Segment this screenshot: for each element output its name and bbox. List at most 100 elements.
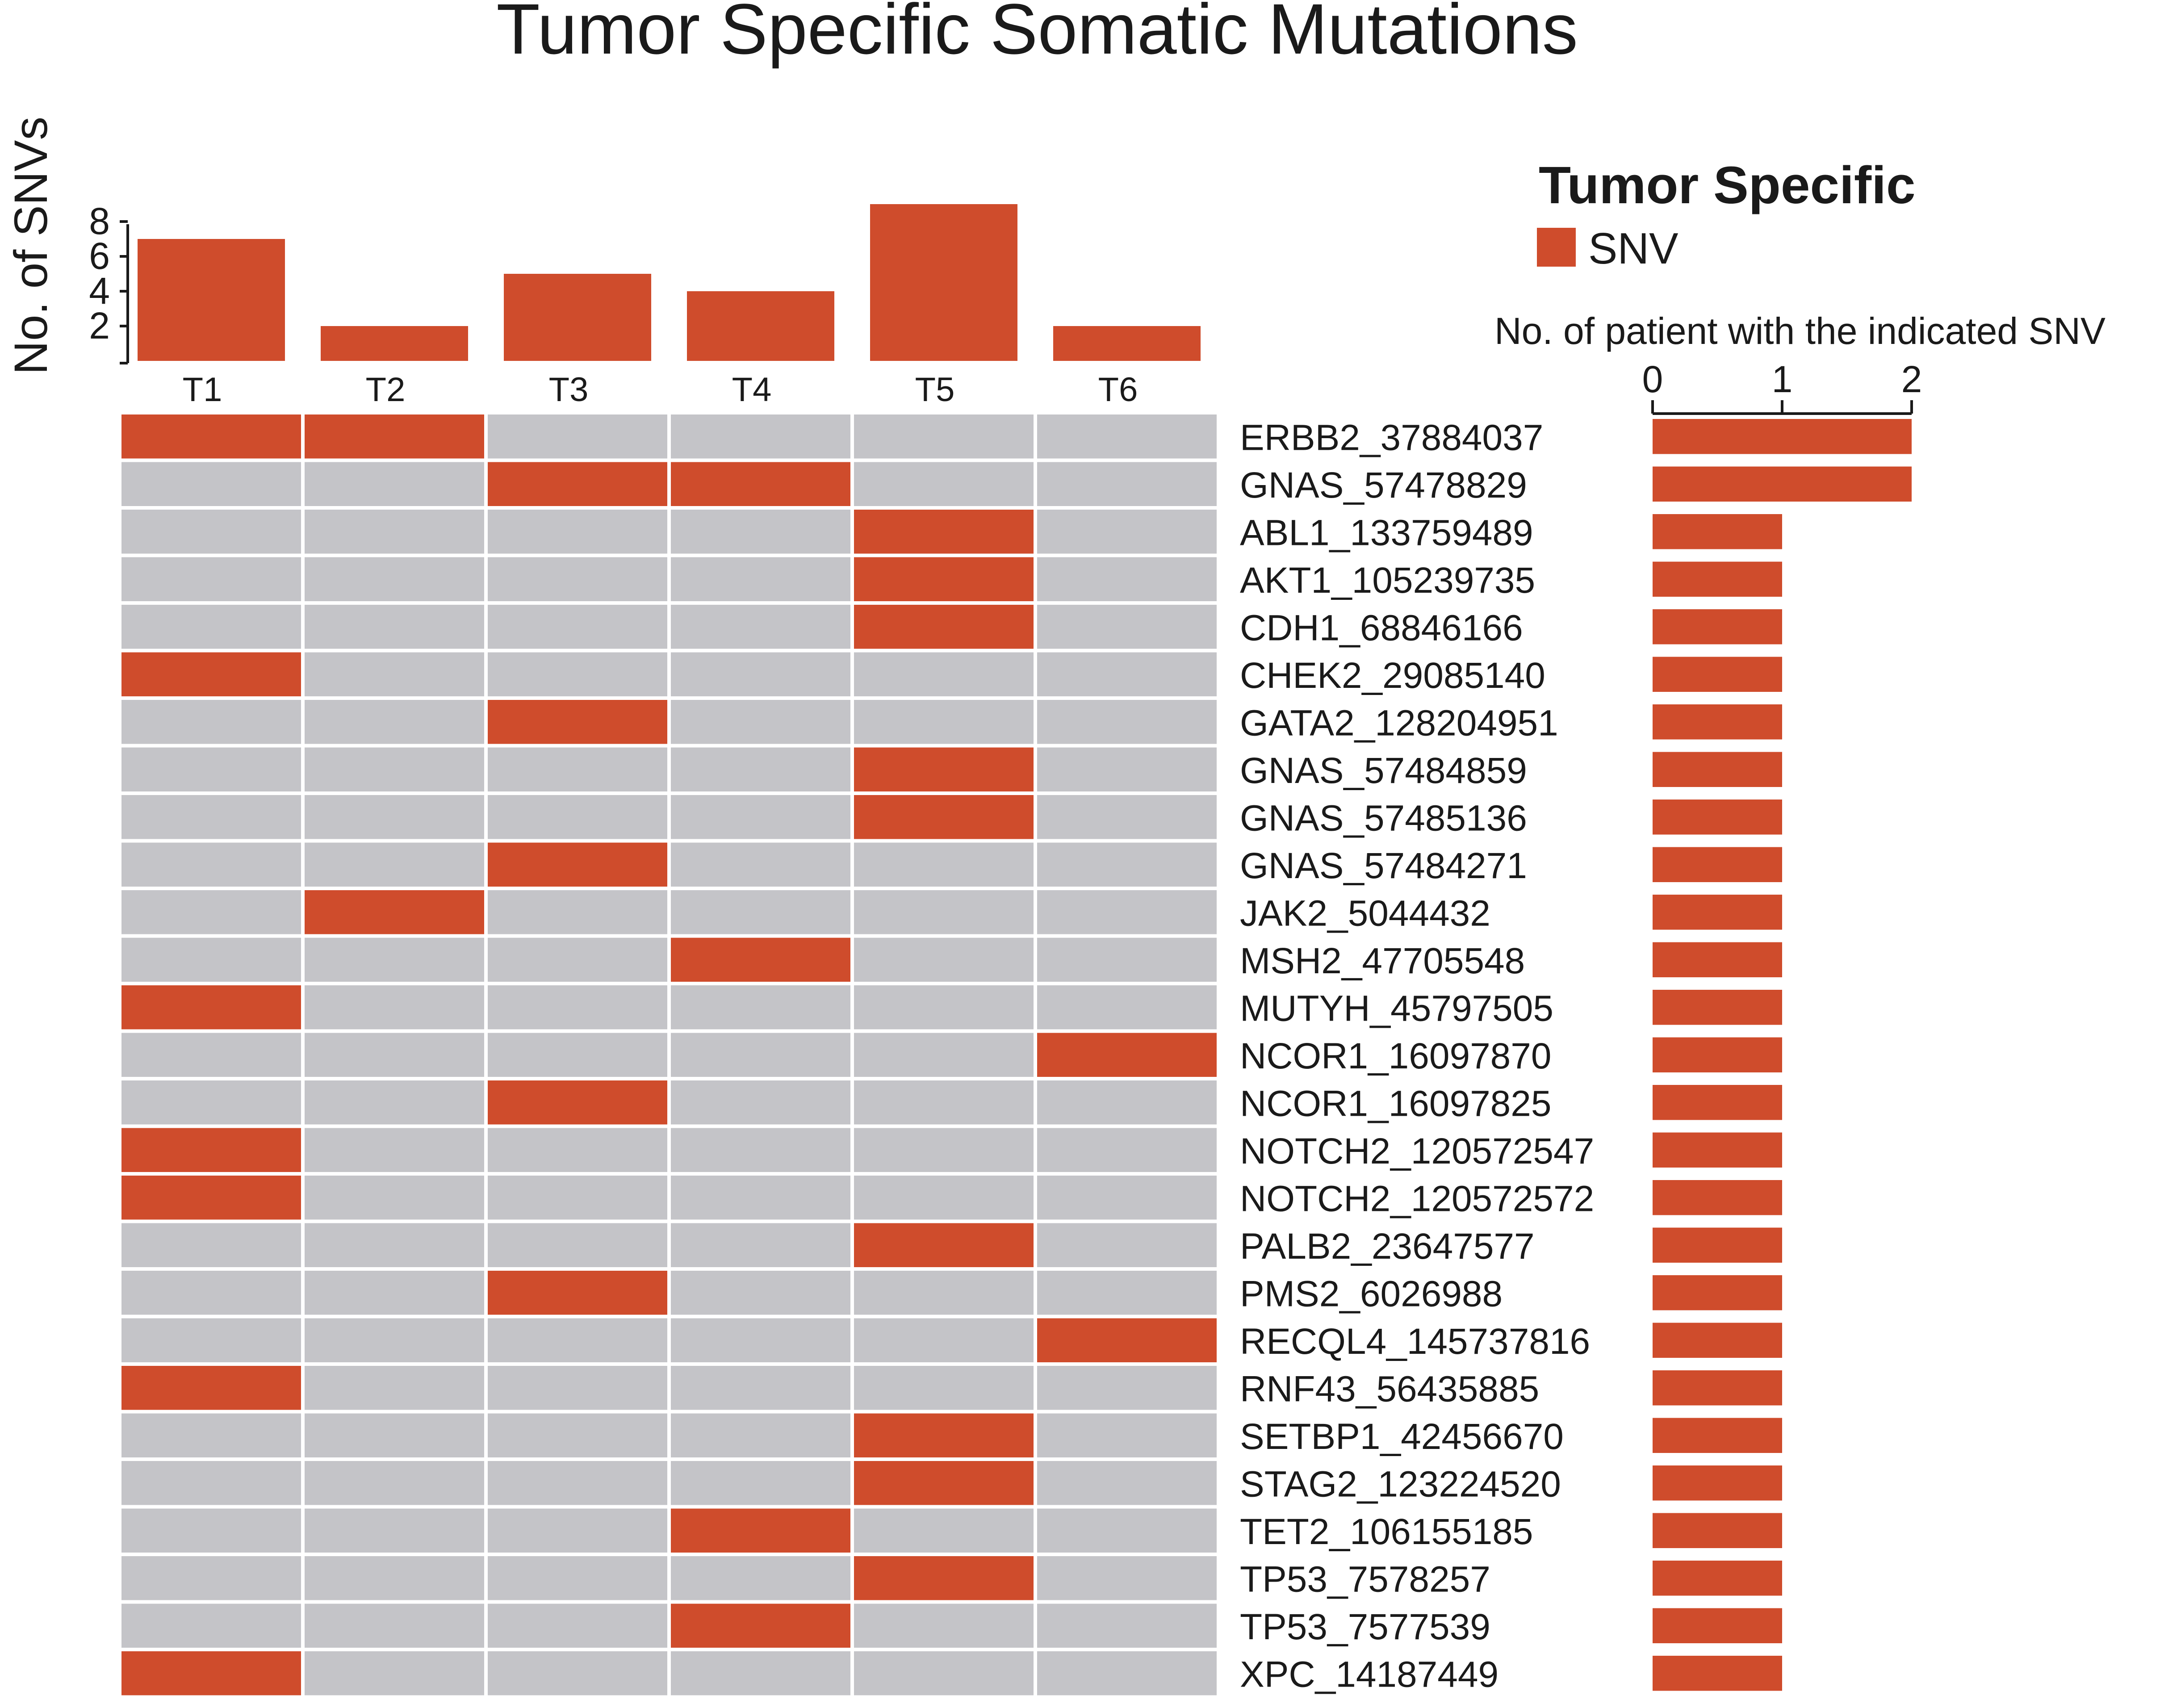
heatmap-cell — [1037, 795, 1217, 839]
x-tick-label: T1 — [183, 371, 222, 409]
row-label: GNAS_57484859 — [1240, 750, 1527, 791]
heatmap-cell-mutated — [488, 1080, 667, 1125]
row-label: MSH2_47705548 — [1240, 941, 1525, 981]
patients-bar-chart: 0 1 2 — [1642, 358, 1922, 1691]
heatmap-cell-mutated — [854, 510, 1034, 554]
heatmap-cell — [121, 795, 301, 839]
heatmap-cell — [671, 1651, 850, 1695]
row-label: CDH1_68846166 — [1240, 607, 1523, 648]
heatmap-cell — [854, 1271, 1034, 1315]
heatmap-cell-mutated — [121, 1366, 301, 1410]
heatmap-cell — [1037, 1128, 1217, 1172]
y-tick-label: 8 — [89, 200, 110, 242]
heatmap-cell — [854, 938, 1034, 982]
heatmap-cell — [671, 414, 850, 459]
heatmap-cell — [488, 985, 667, 1030]
row-label: ABL1_133759489 — [1240, 512, 1533, 553]
heatmap-cell — [671, 1176, 850, 1220]
y-axis-label: No. of SNVs — [5, 117, 57, 375]
heatmap-cell — [1037, 700, 1217, 744]
heatmap-cell — [488, 1603, 667, 1648]
patients-bar — [1653, 942, 1782, 977]
heatmap-cell — [305, 747, 484, 791]
heatmap-cell — [671, 1271, 850, 1315]
heatmap-cell — [854, 652, 1034, 696]
snv-count-bar — [321, 326, 468, 361]
row-label: NOTCH2_120572547 — [1240, 1131, 1594, 1172]
heatmap-cell — [488, 1651, 667, 1695]
heatmap-cell — [671, 1556, 850, 1600]
patients-bar — [1653, 990, 1782, 1025]
heatmap-cell — [488, 1508, 667, 1553]
heatmap-cell — [854, 1603, 1034, 1648]
heatmap-cell-mutated — [121, 652, 301, 696]
heatmap-cell — [305, 938, 484, 982]
heatmap-cell — [671, 1223, 850, 1267]
patients-bar — [1653, 1561, 1782, 1596]
y-tick-label: 6 — [89, 235, 110, 277]
patients-bar — [1653, 1418, 1782, 1453]
heatmap-cell — [305, 605, 484, 649]
legend-swatch — [1537, 228, 1576, 267]
heatmap-cell — [671, 795, 850, 839]
heatmap-cell — [1037, 1461, 1217, 1505]
snv-count-bar — [687, 291, 834, 361]
heatmap-cell-mutated — [488, 462, 667, 506]
row-label: RECQL4_145737816 — [1240, 1321, 1590, 1362]
patients-bar — [1653, 466, 1912, 502]
row-label: PALB2_23647577 — [1240, 1226, 1535, 1267]
heatmap-cell — [305, 985, 484, 1030]
heatmap-cell — [854, 414, 1034, 459]
heatmap-cell — [121, 605, 301, 649]
row-label: JAK2_5044432 — [1240, 893, 1490, 934]
row-label: GATA2_128204951 — [1240, 703, 1558, 743]
heatmap-cell-mutated — [305, 414, 484, 459]
heatmap-cell — [305, 1176, 484, 1220]
row-label: TP53_7577539 — [1240, 1607, 1490, 1647]
heatmap-cell — [121, 1556, 301, 1600]
x-tick-label: T6 — [1098, 371, 1138, 409]
heatmap-cell — [488, 1033, 667, 1077]
heatmap-cell — [305, 1556, 484, 1600]
heatmap-cell — [671, 510, 850, 554]
legend-label: SNV — [1588, 224, 1678, 273]
heatmap-cell — [121, 462, 301, 506]
patients-bar — [1653, 847, 1782, 882]
heatmap-cell-mutated — [671, 1508, 850, 1553]
row-label: GNAS_57485136 — [1240, 798, 1527, 838]
heatmap-cell — [854, 1128, 1034, 1172]
patients-bar — [1653, 1227, 1782, 1263]
heatmap-cell-mutated — [488, 1271, 667, 1315]
heatmap-cell — [488, 510, 667, 554]
heatmap-cell — [305, 1318, 484, 1362]
heatmap-cell — [671, 1366, 850, 1410]
patients-bar — [1653, 609, 1782, 645]
heatmap-cell — [121, 510, 301, 554]
heatmap-cell-mutated — [854, 1556, 1034, 1600]
heatmap-cell — [488, 605, 667, 649]
heatmap-cell — [488, 1366, 667, 1410]
heatmap-cell — [121, 842, 301, 887]
heatmap-cell — [305, 462, 484, 506]
heatmap-cell-mutated — [305, 890, 484, 934]
heatmap-cell — [671, 1413, 850, 1457]
heatmap-cell — [488, 557, 667, 601]
heatmap-cell — [305, 1461, 484, 1505]
heatmap-cell — [1037, 605, 1217, 649]
heatmap-cell — [488, 1413, 667, 1457]
row-label: PMS2_6026988 — [1240, 1273, 1503, 1314]
heatmap-cell — [121, 1271, 301, 1315]
mutation-heatmap — [121, 414, 1217, 1695]
row-label: NCOR1_16097825 — [1240, 1083, 1551, 1124]
patients-bar — [1653, 1370, 1782, 1406]
heatmap-cell — [305, 510, 484, 554]
heatmap-cell — [854, 1508, 1034, 1553]
patients-bar — [1653, 1323, 1782, 1358]
patients-bar — [1653, 1465, 1782, 1501]
row-label: XPC_14187449 — [1240, 1654, 1498, 1695]
patients-bar — [1653, 561, 1782, 597]
heatmap-cell-mutated — [488, 700, 667, 744]
heatmap-cell — [854, 1366, 1034, 1410]
